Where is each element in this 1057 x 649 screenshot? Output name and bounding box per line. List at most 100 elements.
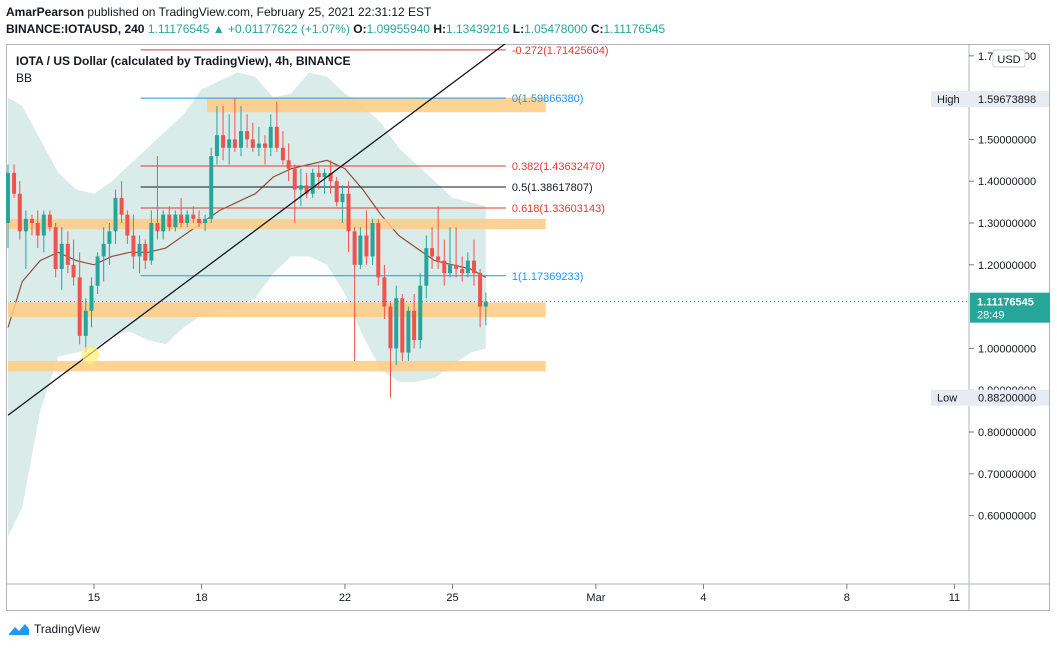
bb-basis-line — [7, 159, 487, 328]
bollinger-bands — [7, 72, 487, 537]
low-badge — [931, 389, 1049, 406]
candle-body — [447, 264, 452, 274]
price-change: +0.01177622 (+1.07%) — [228, 22, 350, 36]
candle-body — [47, 214, 52, 228]
candle-body — [101, 243, 106, 257]
publish-line: AmarPearson published on TradingView.com… — [6, 4, 1046, 21]
high-badge-value: 1.59673898 — [978, 94, 1036, 106]
tradingview-logo-icon[interactable] — [8, 622, 30, 636]
candle-body — [394, 298, 399, 349]
low-label: L: — [512, 22, 525, 36]
x-tick-label: Mar — [586, 592, 605, 604]
candle-body — [376, 223, 381, 278]
candle-body — [35, 223, 40, 236]
brand-name[interactable]: TradingView — [34, 622, 101, 636]
x-tick-label: 15 — [88, 592, 100, 604]
candle-body — [304, 185, 309, 194]
candle-body — [298, 185, 303, 190]
candle-body — [328, 172, 333, 182]
high-badge — [931, 90, 1049, 107]
x-tick-label: 8 — [844, 592, 850, 604]
candle-body — [274, 126, 279, 148]
fibonacci-retracement[interactable]: -0.272(1.71425604) 0(1.59866380) 0.382(1.4… — [140, 45, 609, 283]
price-chart[interactable]: -0.272(1.71425604) 0(1.59866380) 0.382(1.4… — [6, 44, 1050, 611]
candle-body — [280, 147, 285, 161]
last-price-countdown: 28:49 — [977, 310, 1005, 322]
candle-body — [29, 218, 34, 223]
candle-body — [352, 231, 357, 265]
candle-body — [161, 214, 166, 232]
chart-header: AmarPearson published on TradingView.com… — [6, 4, 1046, 38]
publish-info: published on TradingView.com, February 2… — [87, 5, 432, 19]
last-price-badge-value: 1.11176545 — [977, 297, 1034, 309]
drawings[interactable] — [7, 44, 542, 416]
high-value: 1.13439216 — [446, 22, 510, 36]
x-tick-label: 4 — [700, 592, 706, 604]
candle-body — [131, 235, 136, 257]
candle-body — [125, 214, 130, 236]
fib-label-1: 1(1.17369233) — [512, 271, 584, 283]
y-tick-label: 1.00000000 — [978, 343, 1036, 355]
zone-4[interactable] — [7, 360, 546, 372]
candle-body — [59, 243, 64, 269]
candle-body — [460, 268, 465, 274]
candle-body — [256, 143, 261, 148]
candle-body — [71, 264, 76, 278]
y-tick-label: 0.60000000 — [978, 511, 1036, 523]
candle-body — [418, 285, 423, 341]
low-value: 1.05478000 — [524, 22, 588, 36]
high-label: H: — [433, 22, 446, 36]
open-value: 1.09955940 — [366, 22, 430, 36]
up-arrow-icon: ▲ — [212, 22, 225, 36]
symbol-interval: BINANCE:IOTAUSD, 240 — [6, 22, 145, 36]
candle-body — [53, 227, 58, 269]
fib-label--0.272: -0.272(1.71425604) — [512, 45, 609, 57]
high-badge-label: High — [937, 94, 960, 106]
candle-body — [143, 243, 148, 261]
candle-body — [478, 273, 483, 307]
candle-body — [245, 131, 250, 140]
candle-body — [17, 193, 22, 232]
candle-body — [83, 310, 88, 336]
candle-body — [268, 126, 273, 148]
candle-body — [113, 197, 118, 232]
x-tick-label: 11 — [949, 592, 960, 604]
x-tick-label: 25 — [446, 592, 458, 604]
last-price: 1.11176545 — [147, 22, 210, 36]
candle-body — [406, 310, 411, 353]
candle-body — [286, 160, 291, 169]
author-name[interactable]: AmarPearson — [6, 5, 85, 19]
x-tick-label: 22 — [339, 592, 351, 604]
chart-frame — [6, 44, 1050, 611]
candle-body — [107, 231, 112, 244]
y-tick-label: 1.40000000 — [978, 176, 1036, 188]
candle-body — [364, 235, 369, 257]
candle-body — [232, 139, 237, 148]
candle-body — [400, 298, 405, 353]
candle-body — [23, 218, 28, 232]
candle-body — [119, 197, 124, 215]
close-value: 1.11176545 — [603, 22, 666, 36]
candle-body — [209, 156, 214, 219]
candle-body — [472, 260, 477, 274]
candle-body — [185, 214, 190, 223]
candle-body — [191, 214, 196, 219]
candle-body — [6, 172, 10, 223]
candle-body — [137, 243, 142, 257]
indicator-label-bb[interactable]: BB — [16, 71, 32, 85]
candle-body — [454, 264, 459, 269]
support-resistance-zones[interactable] — [7, 97, 546, 372]
zone-2[interactable] — [7, 218, 546, 230]
candle-body — [316, 172, 321, 178]
highlight-marker[interactable] — [81, 345, 100, 364]
zone-1[interactable] — [206, 97, 546, 113]
candles — [6, 97, 488, 398]
candle-body — [358, 235, 363, 265]
currency-button[interactable] — [992, 49, 1026, 68]
currency-button-label[interactable]: USD — [997, 54, 1020, 66]
open-label: O: — [353, 22, 367, 36]
footer: TradingView — [8, 622, 100, 636]
candle-body — [436, 256, 441, 261]
last-price-badge — [970, 292, 1050, 323]
zone-3[interactable] — [7, 302, 546, 318]
